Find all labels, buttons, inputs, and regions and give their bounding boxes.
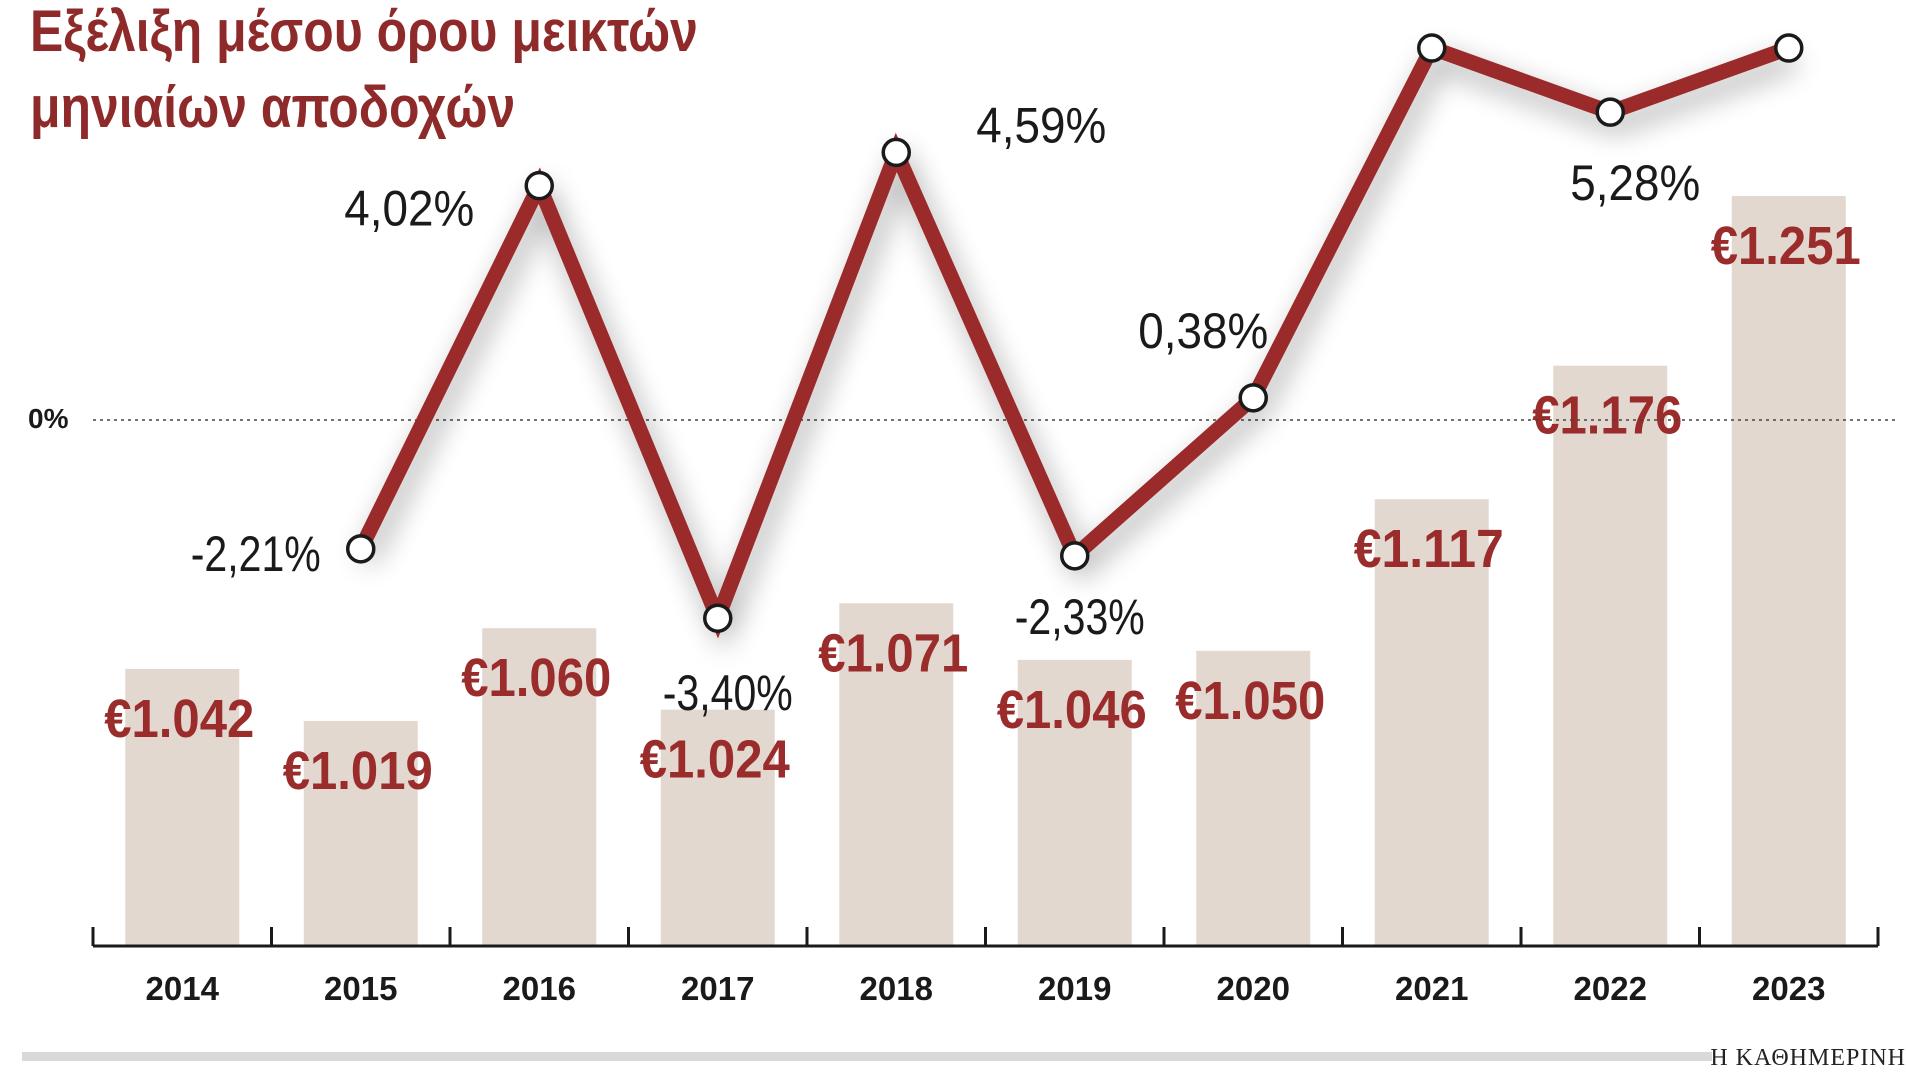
footer-bar bbox=[22, 1052, 1712, 1061]
bar-value-label-2019: €1.046 bbox=[997, 680, 1147, 740]
line-point-2020 bbox=[1238, 383, 1268, 413]
x-tick-label-2015: 2015 bbox=[324, 970, 397, 1007]
bar-2016 bbox=[482, 628, 597, 945]
x-tick-label-2018: 2018 bbox=[860, 970, 933, 1007]
pct-label-2015: -2,21% bbox=[191, 526, 321, 582]
zero-reference: 0% bbox=[28, 403, 1898, 434]
footer bbox=[22, 1052, 1712, 1061]
bar-value-label-2018: €1.071 bbox=[818, 623, 968, 683]
chart-title-line1: Εξέλιξη μέσου όρου μεικτών bbox=[30, 0, 698, 64]
bar-value-label-2016: €1.060 bbox=[461, 648, 611, 708]
line-point-2017 bbox=[703, 603, 733, 633]
line-point-2018 bbox=[881, 137, 911, 168]
zero-reference-label: 0% bbox=[28, 403, 69, 434]
x-tick-label-2019: 2019 bbox=[1038, 970, 1111, 1007]
x-tick-label-2023: 2023 bbox=[1752, 970, 1825, 1007]
bar-2023 bbox=[1731, 195, 1846, 945]
bar-2015 bbox=[303, 720, 418, 945]
bar-2022 bbox=[1553, 365, 1668, 945]
bar-2017 bbox=[660, 709, 775, 945]
chart-title: Εξέλιξη μέσου όρου μεικτών μηνιαίων αποδ… bbox=[30, 0, 698, 146]
bar-2021 bbox=[1374, 499, 1489, 945]
source-credit: Η ΚΑΘΗΜΕΡΙΝΗ bbox=[1710, 1045, 1906, 1071]
bar-value-label-2014: €1.042 bbox=[104, 689, 254, 749]
bar-2014 bbox=[125, 668, 240, 945]
bar-value-label-2015: €1.019 bbox=[283, 741, 433, 801]
chart-title-line2: μηνιαίων αποδοχών bbox=[30, 75, 516, 140]
x-tick-label-2022: 2022 bbox=[1574, 970, 1647, 1007]
x-tick-label-2017: 2017 bbox=[681, 970, 754, 1007]
bar-2020 bbox=[1196, 650, 1311, 945]
pct-label-2016: 4,02% bbox=[344, 181, 474, 237]
line-point-2016 bbox=[524, 170, 554, 201]
line-layer: -2,21% 4,02% -3,40% 4,59% -2,33% 0,38% 6,38% 5,… bbox=[191, 0, 1869, 721]
bar-value-label-2022: €1.176 bbox=[1532, 386, 1682, 446]
pct-label-2023: 6,38% bbox=[1739, 0, 1869, 3]
line-point-2015 bbox=[346, 534, 376, 564]
pct-label-2019: -2,33% bbox=[1015, 589, 1145, 645]
x-tick-label-2016: 2016 bbox=[503, 970, 576, 1007]
bars-layer: €1.042 €1.019 €1.060 €1.024 €1.071 €1.046 €1.0… bbox=[104, 195, 1861, 945]
pct-label-2018: 4,59% bbox=[976, 97, 1106, 153]
bar-2019 bbox=[1017, 659, 1132, 945]
pct-label-2022: 5,28% bbox=[1570, 155, 1700, 211]
x-tick-label-2021: 2021 bbox=[1395, 970, 1468, 1007]
x-tick-label-2014: 2014 bbox=[146, 970, 220, 1007]
line-point-2022 bbox=[1595, 97, 1625, 127]
pct-label-2020: 0,38% bbox=[1138, 303, 1268, 359]
bar-2018 bbox=[839, 603, 954, 945]
pct-label-2017: -3,40% bbox=[663, 665, 793, 721]
bar-value-label-2017: €1.024 bbox=[640, 730, 790, 790]
bar-value-label-2020: €1.050 bbox=[1175, 671, 1325, 731]
x-axis: 2014 2015 2016 2017 2018 2019 2020 2021 2022 2023 bbox=[91, 927, 1880, 1007]
line-point-2019 bbox=[1060, 541, 1090, 571]
pct-label-2021: 6,38% bbox=[1377, 0, 1507, 1]
bar-value-label-2023: €1.251 bbox=[1711, 216, 1861, 276]
bar-value-label-2021: €1.117 bbox=[1354, 519, 1504, 579]
line-point-2021 bbox=[1417, 33, 1447, 63]
x-tick-label-2020: 2020 bbox=[1217, 970, 1290, 1007]
line-point-2023 bbox=[1774, 33, 1804, 63]
